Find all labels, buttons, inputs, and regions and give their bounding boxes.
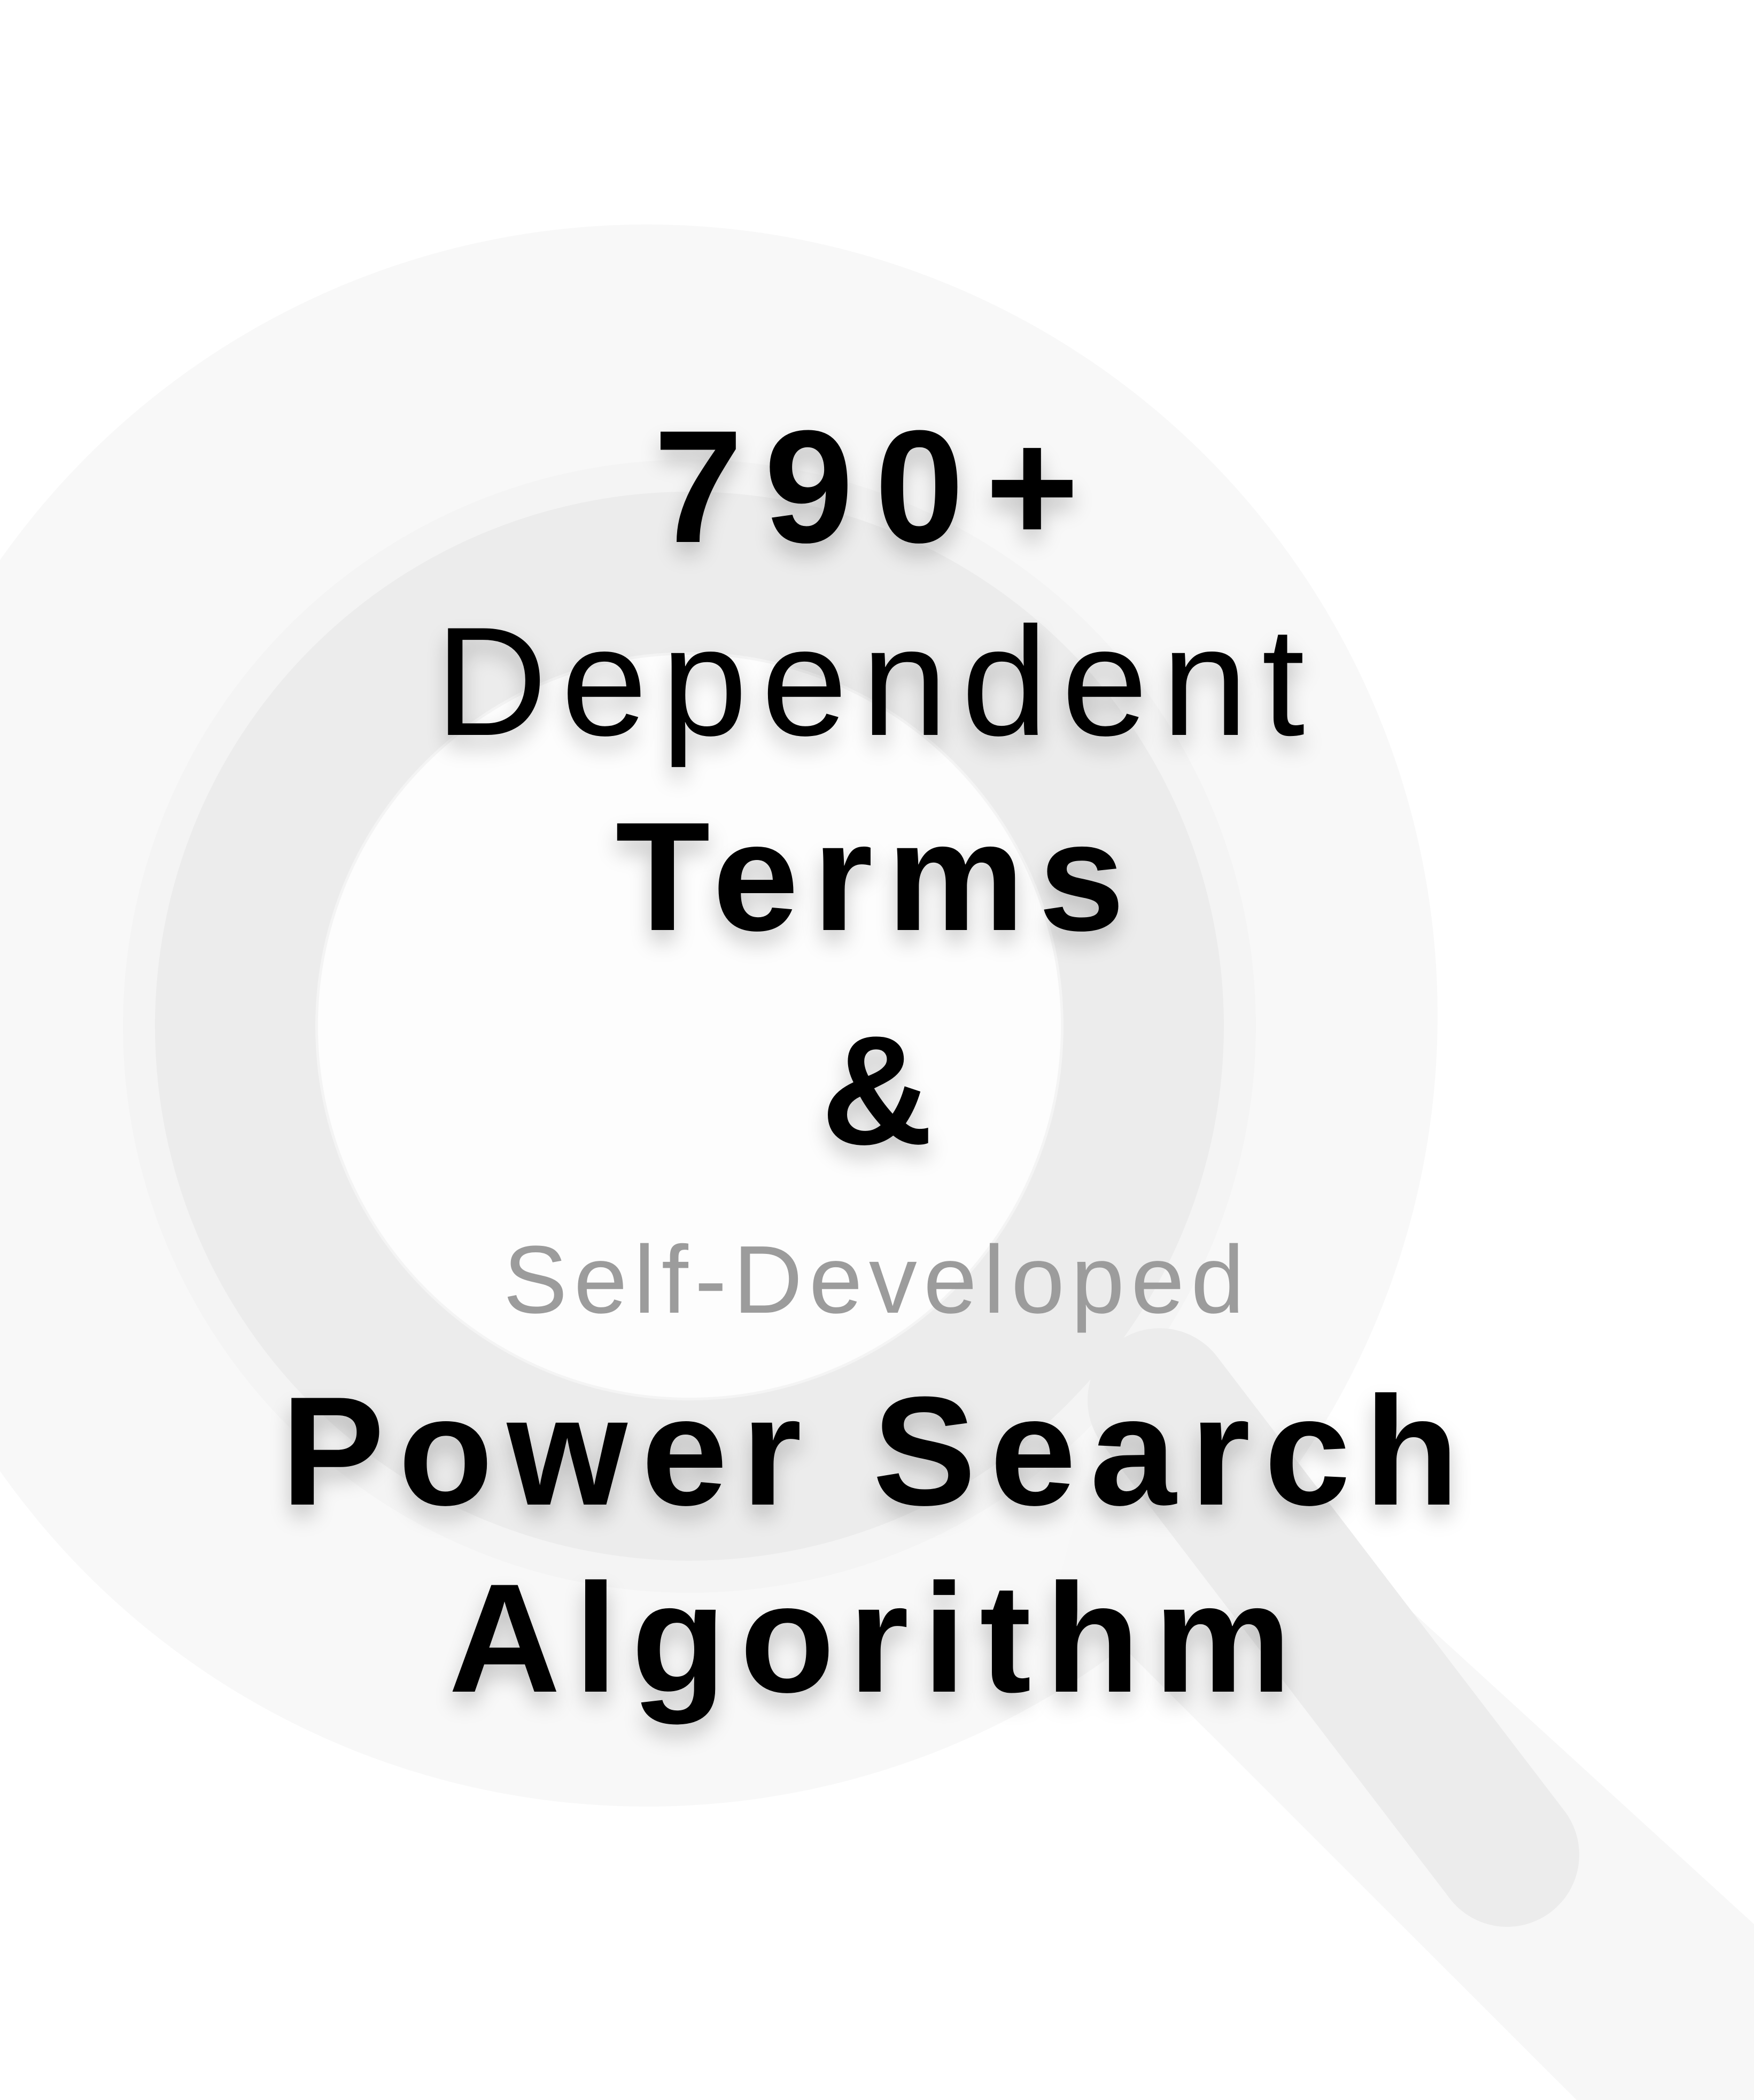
term-count: 790+ (654, 397, 1100, 576)
power-search-label: Power Search (281, 1365, 1473, 1538)
ampersand: & (821, 1004, 933, 1177)
terms-label: Terms (615, 790, 1139, 963)
algorithm-label: Algorithm (448, 1552, 1306, 1725)
magnifier-lens (318, 655, 1061, 1398)
magnifier-ring (155, 492, 1224, 1561)
dependent-label: Dependent (435, 595, 1319, 768)
self-developed-label: Self-Developed (503, 1226, 1251, 1334)
magnifier-handle (1088, 1328, 1579, 1927)
